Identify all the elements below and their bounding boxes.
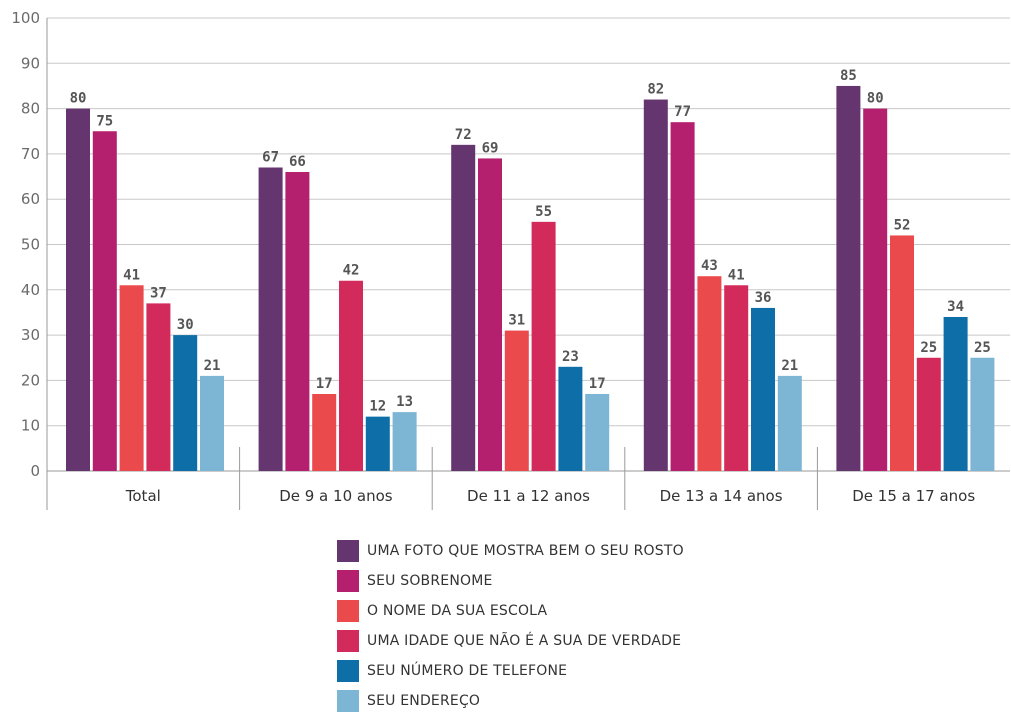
bar [916, 357, 941, 471]
bar-value-label: 75 [96, 113, 113, 129]
bar-value-label: 67 [262, 149, 279, 165]
legend-label: SEU SOBRENOME [367, 573, 493, 589]
bar-value-label: 34 [947, 299, 964, 315]
y-tick-label: 40 [21, 281, 40, 299]
x-category-label: De 9 a 10 anos [279, 487, 393, 505]
bar [258, 167, 283, 472]
y-tick-label: 60 [21, 190, 40, 208]
bar [285, 172, 310, 471]
bar [66, 108, 90, 471]
bar [943, 316, 968, 471]
legend-label: O NOME DA SUA ESCOLA [367, 603, 548, 619]
bar-value-label: 13 [396, 394, 413, 410]
bar [836, 85, 861, 471]
bar-value-label: 23 [562, 349, 579, 365]
bar [558, 366, 583, 471]
y-tick-label: 100 [11, 9, 40, 27]
x-category-label: De 11 a 12 anos [467, 487, 590, 505]
y-tick-label: 50 [21, 236, 40, 254]
bar-value-label: 85 [840, 68, 857, 84]
bar [724, 285, 749, 471]
bar [200, 375, 224, 471]
legend-item: SEU ENDEREÇO [337, 686, 684, 716]
bar-value-label: 17 [316, 376, 333, 392]
bar-value-label: 25 [974, 340, 991, 356]
bar [670, 122, 695, 471]
bar [365, 416, 390, 471]
bar-value-label: 17 [589, 376, 606, 392]
bar-value-label: 72 [455, 127, 472, 143]
y-tick-label: 20 [21, 371, 40, 389]
bar [697, 276, 722, 471]
legend-swatch [337, 660, 359, 682]
bar [585, 393, 610, 471]
bar-value-label: 37 [150, 285, 167, 301]
bar [751, 307, 775, 471]
bar-value-label: 82 [647, 82, 664, 98]
y-tick-label: 0 [30, 462, 40, 480]
bar-value-label: 31 [508, 313, 525, 329]
legend-swatch [337, 630, 359, 652]
bar-value-label: 41 [728, 267, 745, 283]
legend-item: SEU SOBRENOME [337, 566, 684, 596]
bar [643, 99, 668, 471]
x-category-label: Total [125, 487, 161, 505]
bar [863, 108, 888, 471]
legend-label: SEU NÚMERO DE TELEFONE [367, 663, 568, 679]
bar [392, 412, 417, 471]
legend-item: UMA IDADE QUE NÃO É A SUA DE VERDADE [337, 626, 684, 656]
bar [777, 375, 802, 471]
legend-item: SEU NÚMERO DE TELEFONE [337, 656, 684, 686]
legend-item: UMA FOTO QUE MOSTRA BEM O SEU ROSTO [337, 536, 684, 566]
y-tick-label: 90 [21, 54, 40, 72]
bar-value-label: 69 [482, 140, 499, 156]
bar-chart: 0 10 20 30 40 50 60 70 80 90 100 Total De 9 a 10 ano… [11, 9, 1010, 510]
legend-label: UMA FOTO QUE MOSTRA BEM O SEU ROSTO [367, 543, 684, 559]
y-tick-label: 80 [21, 100, 40, 118]
bar-value-label: 12 [369, 399, 386, 415]
bar-value-label: 80 [867, 91, 884, 107]
bar-value-label: 77 [674, 104, 691, 120]
bar [92, 131, 117, 471]
legend-swatch [337, 600, 359, 622]
bar [451, 144, 476, 471]
bar-value-label: 52 [894, 217, 911, 233]
legend-label: UMA IDADE QUE NÃO É A SUA DE VERDADE [367, 633, 682, 649]
bar [890, 235, 914, 471]
bar [504, 330, 529, 471]
x-category-label: De 15 a 17 anos [852, 487, 975, 505]
y-tick-label: 30 [21, 326, 40, 344]
bar [970, 357, 995, 471]
bar-value-label: 30 [177, 317, 194, 333]
bar-value-label: 36 [755, 290, 772, 306]
bar-value-label: 25 [920, 340, 937, 356]
bar [531, 221, 556, 471]
bar [119, 285, 144, 471]
bar-value-label: 80 [70, 91, 87, 107]
bar [312, 393, 337, 471]
bar-value-label: 21 [781, 358, 798, 374]
chart-legend: UMA FOTO QUE MOSTRA BEM O SEU ROSTO SEU S… [337, 536, 684, 716]
bar [339, 280, 363, 471]
bar [173, 335, 198, 471]
bar [478, 158, 502, 471]
legend-item: O NOME DA SUA ESCOLA [337, 596, 684, 626]
bar-value-label: 55 [535, 204, 552, 220]
bar-value-label: 66 [289, 154, 306, 170]
legend-swatch [337, 690, 359, 712]
bar [146, 303, 171, 471]
legend-swatch [337, 570, 359, 592]
bar-value-label: 21 [204, 358, 221, 374]
y-tick-label: 10 [21, 417, 40, 435]
bar-value-label: 41 [123, 267, 140, 283]
x-category-label: De 13 a 14 anos [660, 487, 783, 505]
bar-value-label: 43 [701, 258, 718, 274]
bar-value-label: 42 [343, 263, 360, 279]
y-tick-label: 70 [21, 145, 40, 163]
legend-label: SEU ENDEREÇO [367, 693, 481, 709]
legend-swatch [337, 540, 359, 562]
